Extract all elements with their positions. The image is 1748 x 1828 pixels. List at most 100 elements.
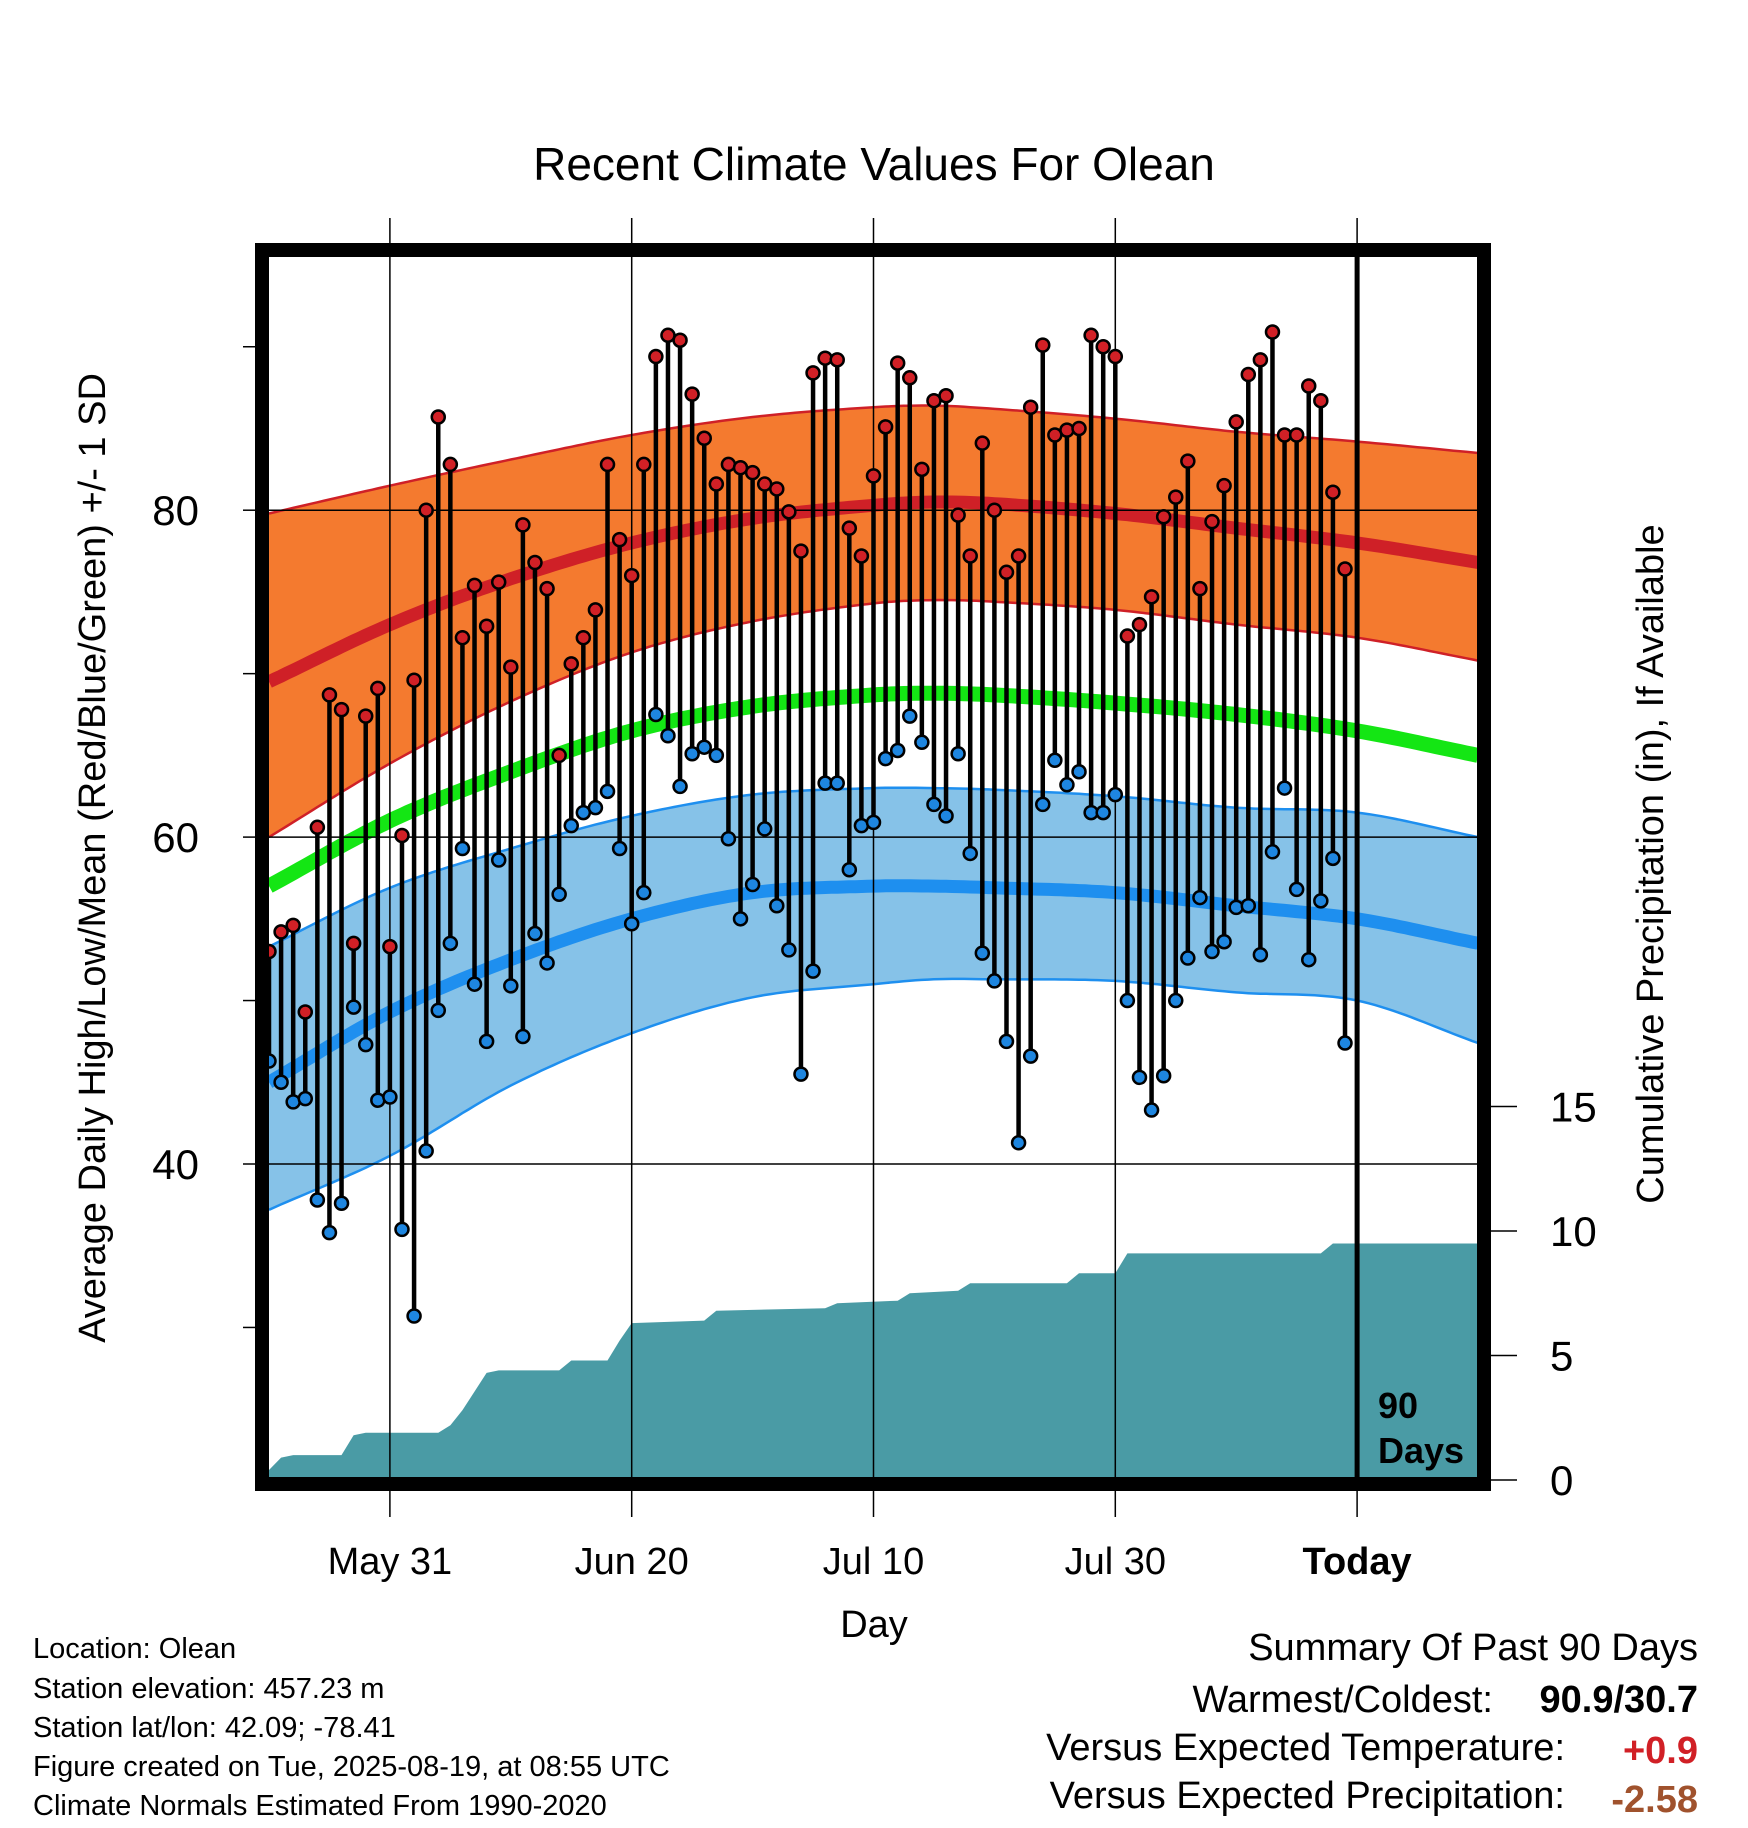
high-dot (1240, 366, 1257, 383)
high-dot (490, 574, 507, 590)
high-dot (1325, 484, 1341, 500)
footer-location: Location: Olean (33, 1633, 236, 1665)
low-dot (1131, 1069, 1148, 1086)
low-dot (1010, 1135, 1027, 1151)
high-dot (394, 827, 410, 844)
high-dot (551, 747, 567, 764)
low-dot (563, 817, 579, 834)
high-dot (321, 687, 338, 703)
high-dot (962, 548, 978, 564)
low-dot (974, 945, 991, 961)
high-dot (708, 476, 725, 492)
low-dot (962, 845, 978, 862)
high-dot (357, 708, 374, 724)
low-dot (769, 897, 785, 914)
y-tick-label: 60 (152, 814, 199, 861)
high-dot (527, 554, 543, 571)
high-dot (902, 370, 918, 386)
high-dot (1022, 399, 1039, 415)
low-dot (515, 1028, 531, 1045)
high-dot (1252, 352, 1269, 368)
high-dot (938, 388, 954, 404)
high-dot (478, 618, 495, 634)
low-dot (1155, 1067, 1172, 1084)
low-dot (926, 796, 942, 813)
low-dot (793, 1066, 809, 1082)
low-dot (430, 1002, 447, 1019)
high-dot (370, 680, 386, 697)
low-dot (1325, 850, 1341, 867)
daily-dots (261, 324, 1353, 1324)
high-dot (406, 672, 422, 688)
low-dot (1240, 897, 1257, 914)
low-dot (309, 1192, 326, 1208)
low-dot (406, 1308, 422, 1324)
high-dot (1264, 324, 1281, 340)
low-dot (357, 1036, 374, 1053)
high-dot (1071, 420, 1087, 437)
high-dot (841, 520, 858, 536)
low-dot (1337, 1035, 1353, 1051)
high-dot (998, 564, 1015, 581)
low-dot (1143, 1102, 1160, 1118)
low-dot (345, 999, 362, 1015)
summary-temp-value: +0.9 (1623, 1730, 1698, 1772)
high-dot (539, 580, 555, 597)
low-dot (611, 840, 628, 857)
low-dot (877, 750, 894, 767)
low-dot (587, 799, 604, 816)
high-dot (1131, 616, 1148, 633)
high-dot (1204, 513, 1220, 530)
high-dot (950, 507, 966, 523)
low-dot (454, 840, 471, 857)
low-dot (781, 942, 797, 958)
low-dot (1095, 804, 1111, 821)
high-dot (333, 701, 350, 718)
low-dot (841, 862, 858, 878)
high-dot (648, 348, 664, 365)
low-dot (1313, 893, 1329, 909)
y-tick-label: 80 (152, 487, 199, 534)
high-dot (672, 332, 688, 348)
low-dot (756, 821, 773, 837)
high-dot (769, 481, 785, 497)
x-axis-label: Day (840, 1604, 908, 1646)
summary-warmest-label: Warmest/Coldest: (1192, 1679, 1493, 1721)
low-dot (478, 1033, 495, 1050)
low-dot (1071, 763, 1087, 780)
x-tick-label: Today (1303, 1541, 1412, 1583)
high-dot (1035, 337, 1051, 353)
y-axis-right-label: Cumulative Precipitation (in), If Availa… (1630, 524, 1672, 1203)
high-dot (986, 502, 1003, 518)
low-dot (865, 814, 882, 831)
high-dot (1168, 489, 1184, 505)
low-dot (914, 734, 930, 751)
high-dot (430, 409, 447, 425)
low-dot (720, 830, 737, 847)
daily-range-sticks (266, 332, 1348, 1317)
high-dot (805, 365, 821, 381)
summary-precip-value: -2.58 (1611, 1779, 1698, 1821)
high-dot (1010, 548, 1027, 564)
high-dot (1107, 348, 1124, 365)
low-dot (1059, 777, 1075, 793)
precip-tick-label: 5 (1550, 1333, 1573, 1380)
footer-elevation: Station elevation: 457.23 m (33, 1673, 384, 1705)
high-dot (273, 924, 289, 940)
high-dot (696, 430, 712, 447)
precip-tick-label: 15 (1550, 1084, 1597, 1131)
low-dot (466, 976, 483, 992)
high-dot (309, 819, 326, 836)
high-dot (623, 567, 640, 584)
low-dot (829, 775, 845, 791)
high-dot (1300, 378, 1317, 394)
footer-normals-period: Climate Normals Estimated From 1990-2020 (33, 1790, 607, 1822)
low-dot (672, 778, 688, 795)
low-dot (527, 925, 543, 942)
low-dot (744, 876, 761, 893)
y-tick-label: 40 (152, 1141, 199, 1188)
low-dot (273, 1074, 289, 1091)
high-dot (382, 938, 398, 955)
low-dot (696, 739, 712, 755)
